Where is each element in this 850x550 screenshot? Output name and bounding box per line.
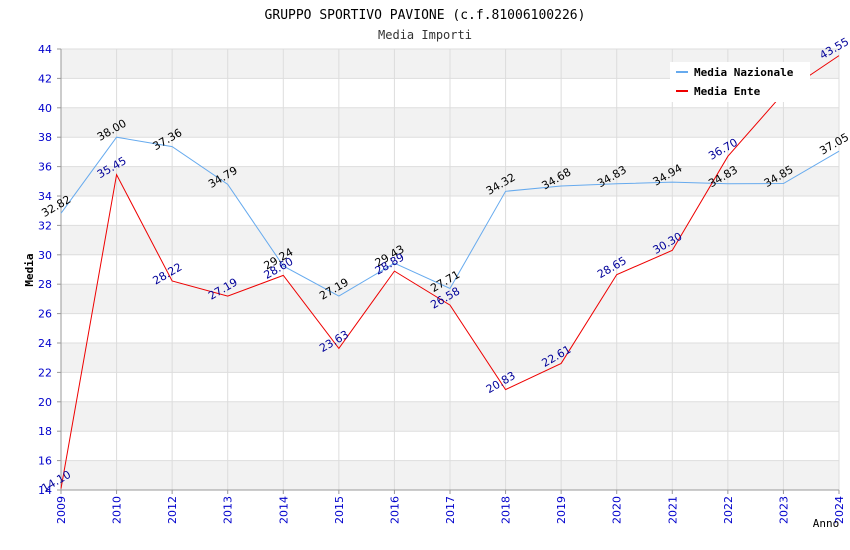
x-tick-label: 2020 [611,496,624,524]
y-tick-label: 24 [38,337,52,350]
x-tick-label: 2023 [777,496,790,524]
y-tick-label: 28 [38,278,52,291]
x-tick-label: 2021 [666,496,679,524]
series-lines [60,55,840,489]
data-label: 14.10 [39,468,73,495]
y-tick-label: 34 [38,190,52,203]
chart-subtitle: Media Importi [378,28,472,42]
x-tick-label: 2024 [833,496,846,524]
x-tick-label: 2015 [333,496,346,524]
y-tick-label: 36 [38,161,52,174]
series-line-media-nazionale [60,136,840,297]
x-axis-label: Anno [813,517,840,530]
y-tick-label: 32 [38,219,52,232]
y-tick-label: 44 [38,43,52,56]
y-tick-label: 14 [38,484,52,497]
legend-label: Media Ente [694,85,761,98]
x-tick-label: 2013 [222,496,235,524]
x-tick-label: 2016 [388,496,401,524]
x-tick-labels: 2009 2010 2012 2013 2014 2015 2016 2017 2018 2019… [55,496,846,524]
y-tick-label: 26 [38,308,52,321]
legend-label: Media Nazionale [694,66,794,79]
y-tick-label: 38 [38,131,52,144]
axes [57,48,840,494]
legend: Media Nazionale Media Ente [670,62,810,102]
y-tick-label: 20 [38,396,52,409]
y-tick-label: 22 [38,366,52,379]
series-line-media-ente [60,55,840,489]
x-tick-label: 2017 [444,496,457,524]
x-tick-label: 2010 [111,496,124,524]
x-tick-label: 2012 [166,496,179,524]
y-tick-label: 42 [38,72,52,85]
x-tick-label: 2009 [55,496,68,524]
x-tick-label: 2014 [277,496,290,524]
y-tick-label: 30 [38,249,52,262]
x-tick-label: 2022 [722,496,735,524]
x-tick-label: 2019 [555,496,568,524]
y-axis-label: Media [23,253,36,286]
y-tick-label: 40 [38,102,52,115]
data-label: 28.65 [595,254,629,281]
data-label: 36.70 [706,136,740,163]
chart-title: GRUPPO SPORTIVO PAVIONE (c.f.81006100226… [265,8,586,23]
y-tick-label: 16 [38,455,52,468]
legend-box [670,62,810,102]
y-tick-label: 18 [38,425,52,438]
x-tick-label: 2018 [500,496,513,524]
data-label: 20.83 [484,369,518,396]
y-tick-labels: 14 16 18 20 22 24 26 28 30 32 34 36 38 40 42 44 [38,43,52,497]
